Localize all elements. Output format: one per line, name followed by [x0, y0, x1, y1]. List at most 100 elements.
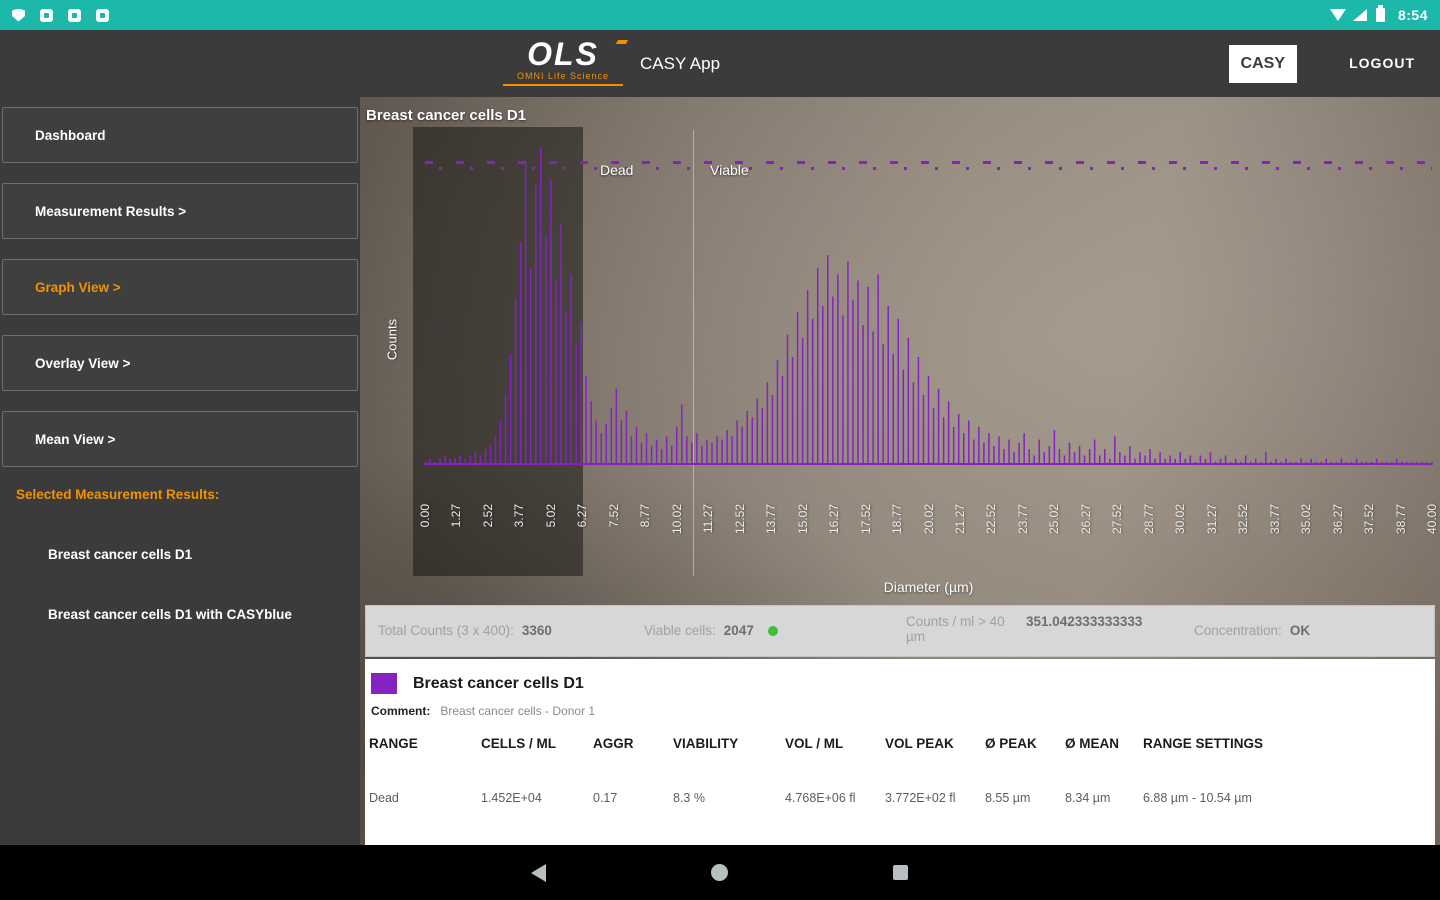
selected-results-label: Selected Measurement Results: — [16, 487, 220, 502]
x-tick-label: 17.52 — [858, 504, 873, 535]
comment-value: Breast cancer cells - Donor 1 — [440, 704, 596, 718]
overflow-marker-dots — [425, 167, 1432, 170]
x-tick-label: 31.27 — [1204, 504, 1219, 535]
sidebar-item-mean-view[interactable]: Mean View > — [2, 411, 358, 467]
overflow-marker-line — [425, 161, 1432, 164]
x-tick-label: 21.27 — [952, 504, 967, 535]
selected-measurement-item[interactable]: Breast cancer cells D1 — [48, 547, 193, 562]
concentration-label: Concentration: — [1194, 623, 1282, 638]
x-tick-label: 40.00 — [1425, 504, 1439, 535]
comment-row: Comment: Breast cancer cells - Donor 1 — [371, 704, 1423, 718]
sidebar: Dashboard Measurement Results > Graph View… — [0, 97, 360, 845]
x-tick-label: 18.77 — [890, 504, 905, 535]
counts-per-ml-stat: Counts / ml > 40 µm 351.042333333333 — [906, 614, 1152, 644]
chart-plot-area[interactable]: Dead Viable — [413, 127, 1433, 576]
x-tick-label: 26.27 — [1078, 504, 1093, 535]
status-notification-icons — [12, 8, 109, 22]
home-button-icon[interactable] — [711, 864, 728, 881]
x-tick-label: 27.52 — [1110, 504, 1125, 535]
ols-logo-subtitle: OMNI Life Science — [503, 71, 623, 86]
column-header-aggr: AGGR — [593, 736, 634, 751]
clock: 8:54 — [1397, 7, 1428, 23]
sidebar-item-graph-view[interactable]: Graph View > — [2, 259, 358, 315]
sidebar-item-overlay-view[interactable]: Overlay View > — [2, 335, 358, 391]
x-tick-label: 32.52 — [1236, 504, 1251, 535]
results-table-body: Dead 1.452E+04 0.17 8.3 % 4.768E+06 fl 3.772E… — [369, 791, 1423, 805]
column-header-vol-ml: VOL / ML — [785, 736, 844, 751]
status-system-icons: 8:54 — [1329, 5, 1428, 23]
x-tick-label: 2.52 — [480, 504, 495, 528]
x-tick-label: 6.27 — [575, 504, 590, 528]
table-cell: 4.768E+06 fl — [785, 791, 856, 805]
selected-measurement-item[interactable]: Breast cancer cells D1 with CASYblue — [48, 607, 292, 622]
android-status-bar: 8:54 — [0, 0, 1440, 30]
x-tick-label: 7.52 — [606, 504, 621, 528]
x-tick-label: 1.27 — [449, 504, 464, 528]
chart-title: Breast cancer cells D1 — [366, 107, 527, 124]
notification-icon — [96, 8, 109, 22]
column-header-range-settings: RANGE SETTINGS — [1143, 736, 1264, 751]
total-counts-label: Total Counts (3 x 400): — [378, 623, 514, 638]
table-cell: Dead — [369, 791, 399, 805]
sample-name: Breast cancer cells D1 — [413, 674, 584, 692]
x-tick-label: 36.27 — [1330, 504, 1345, 535]
notification-icon — [40, 8, 53, 22]
table-cell: 8.55 µm — [985, 791, 1031, 805]
column-header-viability: VIABILITY — [673, 736, 739, 751]
x-tick-label: 22.52 — [984, 504, 999, 535]
total-counts-stat: Total Counts (3 x 400): 3360 — [378, 623, 552, 638]
summary-stats-bar: Total Counts (3 x 400): 3360 Viable cells… — [365, 605, 1435, 657]
cell-signal-icon — [1352, 9, 1367, 21]
recents-button-icon[interactable] — [893, 865, 908, 880]
back-button-icon[interactable] — [531, 864, 546, 882]
table-row: Dead 1.452E+04 0.17 8.3 % 4.768E+06 fl 3.772E… — [369, 791, 1423, 805]
sample-header-row: Breast cancer cells D1 — [371, 673, 1423, 694]
concentration-stat: Concentration: OK — [1194, 623, 1310, 638]
x-tick-label: 16.27 — [827, 504, 842, 535]
ols-logo: OLS OMNI Life Science — [503, 38, 623, 86]
results-table: RANGE CELLS / ML AGGR VIABILITY VOL / ML VOL … — [369, 736, 1423, 805]
x-tick-label: 37.52 — [1362, 504, 1377, 535]
app-header: OLS OMNI Life Science CASY App CASY LOGO… — [0, 30, 1440, 97]
dead-range-overlay — [413, 127, 583, 576]
x-tick-label: 10.02 — [669, 504, 684, 535]
table-cell: 6.88 µm - 10.54 µm — [1143, 791, 1252, 805]
x-tick-label: 13.77 — [764, 504, 779, 535]
notification-icon — [68, 8, 81, 22]
x-tick-label: 25.02 — [1047, 504, 1062, 535]
table-cell: 8.3 % — [673, 791, 705, 805]
wifi-icon — [1329, 9, 1346, 21]
y-axis-label: Counts — [384, 318, 400, 361]
x-tick-label: 12.52 — [732, 504, 747, 535]
column-header-mean: Ø MEAN — [1065, 736, 1119, 751]
comment-label: Comment: — [371, 704, 431, 718]
counts-per-ml-value: 351.042333333333 — [1026, 614, 1143, 629]
x-tick-label: 33.77 — [1267, 504, 1282, 535]
measurement-details-panel: Breast cancer cells D1 Comment: Breast ca… — [365, 659, 1435, 845]
x-tick-label: 30.02 — [1173, 504, 1188, 535]
table-cell: 1.452E+04 — [481, 791, 542, 805]
x-axis-ticks: 0.00 1.27 2.52 3.77 5.02 6.27 7.52 8.77 10.02 11.… — [418, 502, 1439, 564]
logout-button[interactable]: LOGOUT — [1343, 54, 1421, 72]
dead-viable-separator-line — [693, 130, 694, 576]
sidebar-item-dashboard[interactable]: Dashboard — [2, 107, 358, 163]
column-header-cells-ml: CELLS / ML — [481, 736, 556, 751]
selected-results-list: Breast cancer cells D1 Breast cancer cell… — [0, 547, 360, 622]
ols-logo-text: OLS — [503, 38, 623, 70]
x-tick-label: 0.00 — [418, 504, 432, 528]
page-title: CASY App — [640, 54, 721, 73]
sidebar-item-measurement-results[interactable]: Measurement Results > — [2, 183, 358, 239]
x-tick-label: 11.27 — [701, 504, 716, 534]
x-tick-label: 35.02 — [1299, 504, 1314, 535]
table-cell: 8.34 µm — [1065, 791, 1111, 805]
casy-button[interactable]: CASY — [1228, 45, 1297, 83]
x-tick-label: 8.77 — [638, 504, 653, 528]
x-tick-label: 28.77 — [1141, 504, 1156, 535]
content-area: Dashboard Measurement Results > Graph View… — [0, 97, 1440, 845]
concentration-value: OK — [1289, 623, 1311, 638]
column-header-range: RANGE — [369, 736, 418, 751]
table-cell: 0.17 — [593, 791, 618, 805]
main-panel: Breast cancer cells D1 Counts Dead Viabl… — [360, 97, 1440, 845]
x-tick-label: 5.02 — [543, 504, 558, 528]
